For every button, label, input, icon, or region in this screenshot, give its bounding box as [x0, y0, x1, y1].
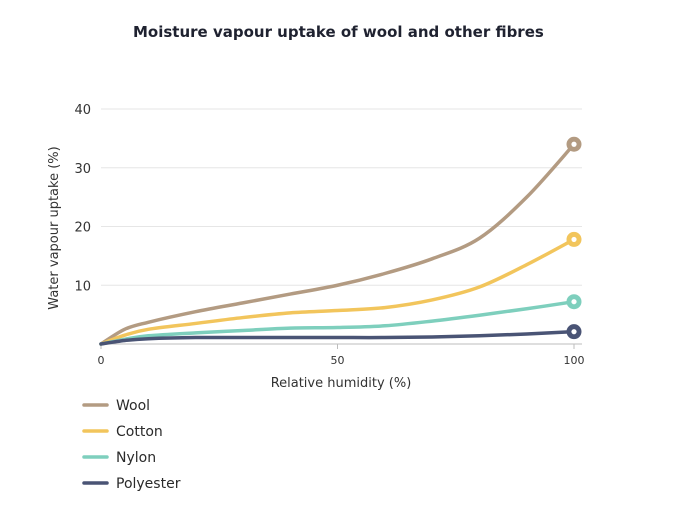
- chart-title: Moisture vapour uptake of wool and other…: [133, 23, 544, 41]
- end-marker-center-wool: [571, 141, 577, 147]
- series-line-cotton: [99, 237, 576, 346]
- y-axis-ticks: 10 20 30 40: [74, 103, 91, 294]
- x-tick-label: 50: [331, 354, 345, 367]
- legend: Wool Cotton Nylon Polyester: [82, 398, 181, 492]
- legend-label-cotton: Cotton: [116, 424, 163, 440]
- x-tick-label: 100: [564, 354, 585, 367]
- series-lines: [99, 142, 576, 346]
- x-axis-label: Relative humidity (%): [271, 376, 412, 391]
- legend-label-nylon: Nylon: [116, 450, 156, 466]
- series-line-wool: [99, 142, 576, 346]
- series-end-markers: [566, 136, 582, 340]
- y-axis-label: Water vapour uptake (%): [47, 146, 62, 309]
- x-tick-label: 0: [98, 354, 105, 367]
- series-line-nylon: [99, 299, 576, 346]
- end-marker-center-polyester: [571, 329, 577, 335]
- x-axis-ticks: 0 50 100: [98, 344, 585, 367]
- series-line-polyester: [99, 329, 576, 346]
- end-marker-center-cotton: [571, 236, 577, 243]
- y-tick-label: 10: [74, 279, 91, 294]
- y-tick-label: 30: [74, 162, 91, 177]
- grid-lines: [101, 108, 582, 345]
- legend-label-polyester: Polyester: [116, 476, 181, 492]
- y-tick-label: 40: [74, 103, 91, 118]
- end-marker-center-nylon: [571, 299, 577, 305]
- y-tick-label: 20: [74, 221, 91, 236]
- legend-label-wool: Wool: [116, 398, 150, 414]
